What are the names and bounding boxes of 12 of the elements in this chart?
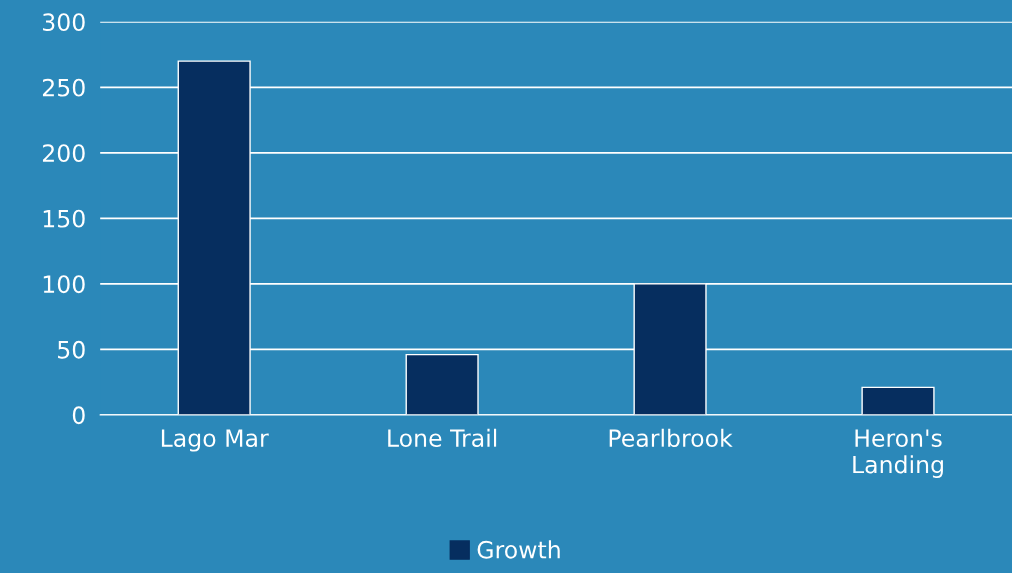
x-tick-label: Heron's Landing bbox=[853, 429, 943, 479]
y-tick-label: 100 bbox=[43, 275, 85, 294]
y-tick-label: 50 bbox=[58, 340, 85, 359]
x-tick-label: Lone Trail bbox=[388, 428, 497, 448]
y-tick-label: 150 bbox=[43, 209, 85, 228]
y-tick-label: 200 bbox=[42, 144, 85, 163]
y-tick-label: 300 bbox=[43, 13, 85, 32]
x-tick-label: Lago Mar bbox=[161, 429, 269, 452]
y-tick-label: 250 bbox=[42, 78, 85, 97]
y-tick-label: 0 bbox=[72, 406, 85, 425]
legend-label: Growth bbox=[477, 540, 560, 559]
x-tick-label: Pearlbrook bbox=[609, 428, 733, 448]
